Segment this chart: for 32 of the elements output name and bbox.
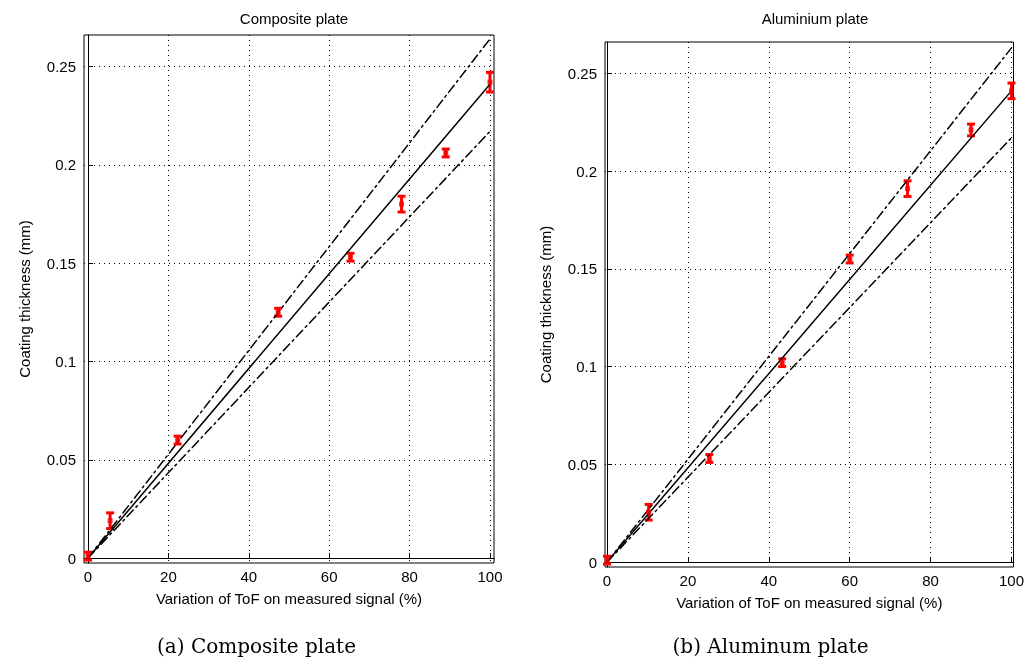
x-tick-label: 80 bbox=[401, 568, 418, 585]
text: (b) Aluminum plate bbox=[672, 634, 869, 658]
x-tick-label: 80 bbox=[922, 572, 939, 589]
y-axis-title: Coating thickness (mm) bbox=[16, 220, 33, 378]
y-tick-label: 0.05 bbox=[567, 455, 597, 473]
x-tick-label: 0 bbox=[83, 568, 93, 585]
x-tick-label: 100 bbox=[477, 568, 503, 585]
x-tick-label: 100 bbox=[998, 572, 1024, 589]
y-tick-label: 0.15 bbox=[46, 254, 76, 272]
x-tick-label: 40 bbox=[240, 568, 258, 585]
y-tick-label: 0.05 bbox=[46, 451, 76, 469]
x-tick-label: 40 bbox=[760, 572, 778, 589]
y-tick-label: 0.2 bbox=[576, 162, 597, 180]
y-tick-label: 0 bbox=[67, 549, 76, 567]
y-axis-title: Coating thickness (mm) bbox=[537, 225, 554, 384]
y-tick-label: 0 bbox=[588, 553, 597, 571]
x-tick-label: 20 bbox=[160, 568, 177, 585]
text: (a) Composite plate bbox=[157, 634, 356, 658]
chart-title: Composite plate bbox=[239, 10, 349, 27]
y-tick-label: 0.25 bbox=[567, 64, 597, 82]
x-axis-title: Variation of ToF on measured signal (%) bbox=[155, 590, 423, 607]
x-tick-label: 0 bbox=[602, 572, 612, 589]
x-tick-label: 60 bbox=[320, 568, 338, 585]
x-tick-label: 60 bbox=[841, 572, 859, 589]
y-tick-label: 0.1 bbox=[576, 358, 597, 376]
x-axis-title: Variation of ToF on measured signal (%) bbox=[676, 594, 943, 611]
y-tick-label: 0.1 bbox=[55, 352, 76, 370]
y-tick-label: 0.2 bbox=[55, 156, 76, 174]
y-tick-label: 0.25 bbox=[46, 57, 76, 75]
chart-title: Aluminium plate bbox=[761, 10, 869, 27]
y-tick-label: 0.15 bbox=[567, 260, 597, 278]
x-tick-label: 20 bbox=[679, 572, 697, 589]
